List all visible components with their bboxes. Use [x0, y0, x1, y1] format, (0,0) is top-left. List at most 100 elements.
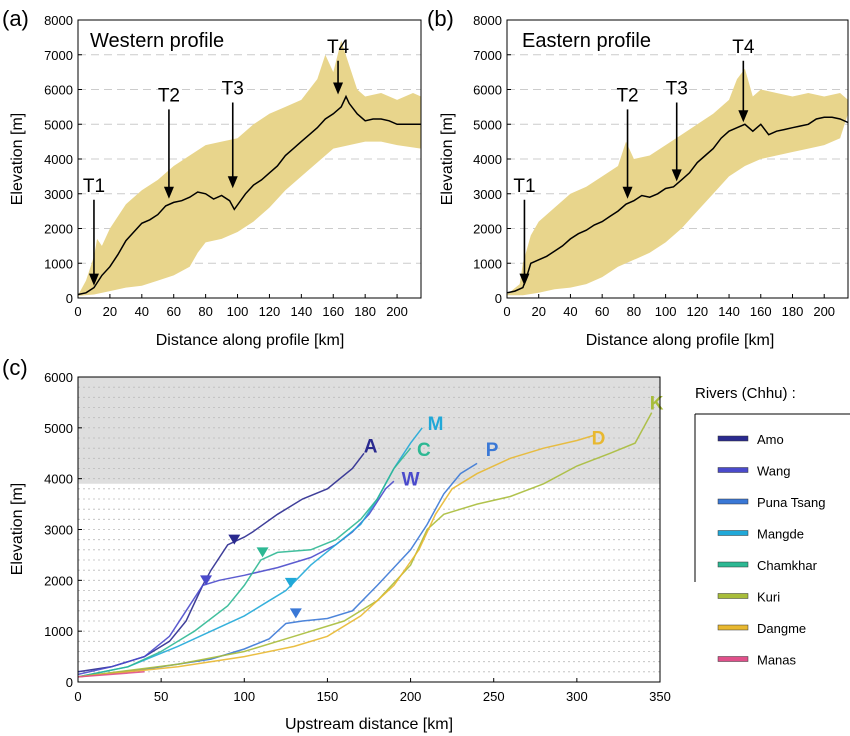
legend-swatch-mangde: [717, 530, 749, 536]
pc-ytick-label: 2000: [44, 573, 73, 588]
legend-label-chamkhar: Chamkhar: [757, 558, 818, 573]
river-label-amo: A: [364, 437, 378, 458]
pa-xtick-label: 120: [259, 304, 281, 319]
river-line-puna-tsang: [77, 462, 478, 678]
panel-c-xlabel: Upstream distance [km]: [285, 716, 453, 733]
panel-a-ylabel: Elevation [m]: [9, 113, 26, 205]
pb-ytick-label: 7000: [473, 48, 502, 63]
panel-c-river-profiles: (c) A W P MC K D 0 50 100 150 200 250 300 350 0 1000 20…: [2, 355, 671, 733]
pb-ytick-label: 1000: [473, 256, 502, 271]
pb-annotation-t4: T4: [732, 37, 755, 58]
pc-xtick-label: 250: [483, 689, 505, 704]
panel-a-title: Western profile: [90, 30, 224, 52]
pc-xtick-label: 0: [74, 689, 81, 704]
pa-annotation-arrowhead: [227, 176, 238, 189]
pc-xtick-label: 100: [233, 689, 255, 704]
pa-ytick-label: 0: [66, 291, 73, 306]
pc-ytick-label: 1000: [44, 624, 73, 639]
legend-label-dangme: Dangme: [757, 621, 806, 636]
pc-xtick-label: 350: [649, 689, 671, 704]
pc-ytick-label: 0: [66, 675, 73, 690]
panel-b-label: (b): [427, 6, 454, 31]
pa-ytick-label: 4000: [44, 152, 73, 167]
panel-b-ylabel: Elevation [m]: [439, 113, 456, 205]
pa-xtick-label: 60: [166, 304, 180, 319]
pa-annotation-arrowhead: [333, 82, 344, 95]
legend-swatch-amo: [717, 435, 749, 442]
pc-xtick-label: 200: [400, 689, 422, 704]
river-label-puna-tsang: P: [486, 440, 499, 461]
pb-annotation-arrowhead: [622, 186, 633, 199]
pb-xtick-label: 200: [813, 304, 835, 319]
pb-xtick-label: 20: [531, 304, 545, 319]
river-line-chamkhar: [77, 447, 412, 678]
pa-annotation-arrowhead: [163, 186, 174, 199]
legend-title: Rivers (Chhu) :: [695, 385, 796, 402]
panel-a-elevation-envelope: [78, 40, 421, 296]
pc-xtick-label: 150: [317, 689, 339, 704]
panel-b-elevation-envelope: [507, 68, 848, 296]
pb-xtick-label: 80: [627, 304, 641, 319]
panel-b-xlabel: Distance along profile [km]: [586, 332, 775, 349]
pa-xtick-label: 80: [198, 304, 212, 319]
pa-xtick-label: 20: [103, 304, 117, 319]
pa-xtick-label: 200: [386, 304, 408, 319]
legend-label-manas: Manas: [757, 653, 797, 668]
pb-ytick-label: 6000: [473, 83, 502, 98]
panel-b-median-profile-line: [506, 116, 849, 294]
pa-ytick-label: 1000: [44, 256, 73, 271]
pa-annotation-t2: T2: [158, 85, 180, 106]
river-line-kuri: [77, 412, 653, 678]
river-line-wang: [77, 480, 395, 676]
pb-xtick-label: 100: [655, 304, 677, 319]
legend-label-wang: Wang: [757, 464, 790, 479]
panel-a-median-profile-line: [77, 94, 421, 296]
pb-xtick-label: 60: [595, 304, 609, 319]
river-line-manas: [77, 671, 145, 678]
legend-swatch-dangme: [717, 624, 749, 631]
pc-ytick-label: 3000: [44, 523, 73, 538]
pa-annotation-t4: T4: [327, 37, 350, 58]
pa-annotation-t1: T1: [83, 176, 105, 197]
pb-ytick-label: 5000: [473, 117, 502, 132]
knickpoint-marker-wang: [200, 575, 213, 586]
pb-annotation-arrowhead: [738, 110, 749, 123]
pa-xtick-label: 40: [135, 304, 149, 319]
pa-xtick-label: 0: [74, 304, 81, 319]
panel-a-label: (a): [2, 6, 29, 31]
pb-annotation-arrowhead: [671, 169, 682, 182]
pb-xtick-label: 160: [750, 304, 772, 319]
pb-ytick-label: 4000: [473, 152, 502, 167]
river-line-dangme: [77, 434, 594, 678]
pb-annotation-t3: T3: [666, 78, 688, 99]
legend-label-puna-tsang: Puna Tsang: [757, 495, 825, 510]
legend-label-amo: Amo: [757, 432, 784, 447]
pa-ytick-label: 5000: [44, 117, 73, 132]
panel-c-label: (c): [2, 355, 28, 380]
river-label-kuri: K: [650, 393, 664, 414]
pb-xtick-label: 40: [563, 304, 577, 319]
legend-swatch-wang: [717, 467, 749, 473]
pb-xtick-label: 140: [718, 304, 740, 319]
panel-b-title: Eastern profile: [522, 30, 651, 52]
pa-ytick-label: 7000: [44, 48, 73, 63]
knickpoint-marker-amo: [228, 534, 241, 545]
panel-a-xlabel: Distance along profile [km]: [156, 332, 345, 349]
panel-c-ylabel: Elevation [m]: [9, 483, 26, 575]
pa-ytick-label: 3000: [44, 187, 73, 202]
legend-swatch-puna-tsang: [717, 498, 749, 505]
panel-c-shaded-band: [78, 377, 660, 484]
knickpoint-marker-mangde: [284, 577, 297, 588]
river-label-mangde: M: [428, 414, 444, 435]
pc-ytick-label: 4000: [44, 472, 73, 487]
pa-annotation-t3: T3: [222, 78, 244, 99]
legend-swatch-kuri: [717, 593, 749, 599]
pa-xtick-label: 160: [322, 304, 344, 319]
river-label-chamkhar: C: [417, 440, 431, 461]
river-label-dangme: D: [592, 428, 606, 449]
legend-label-mangde: Mangde: [757, 527, 804, 542]
pa-ytick-label: 6000: [44, 83, 73, 98]
pc-xtick-label: 50: [154, 689, 168, 704]
pc-xtick-label: 300: [566, 689, 588, 704]
